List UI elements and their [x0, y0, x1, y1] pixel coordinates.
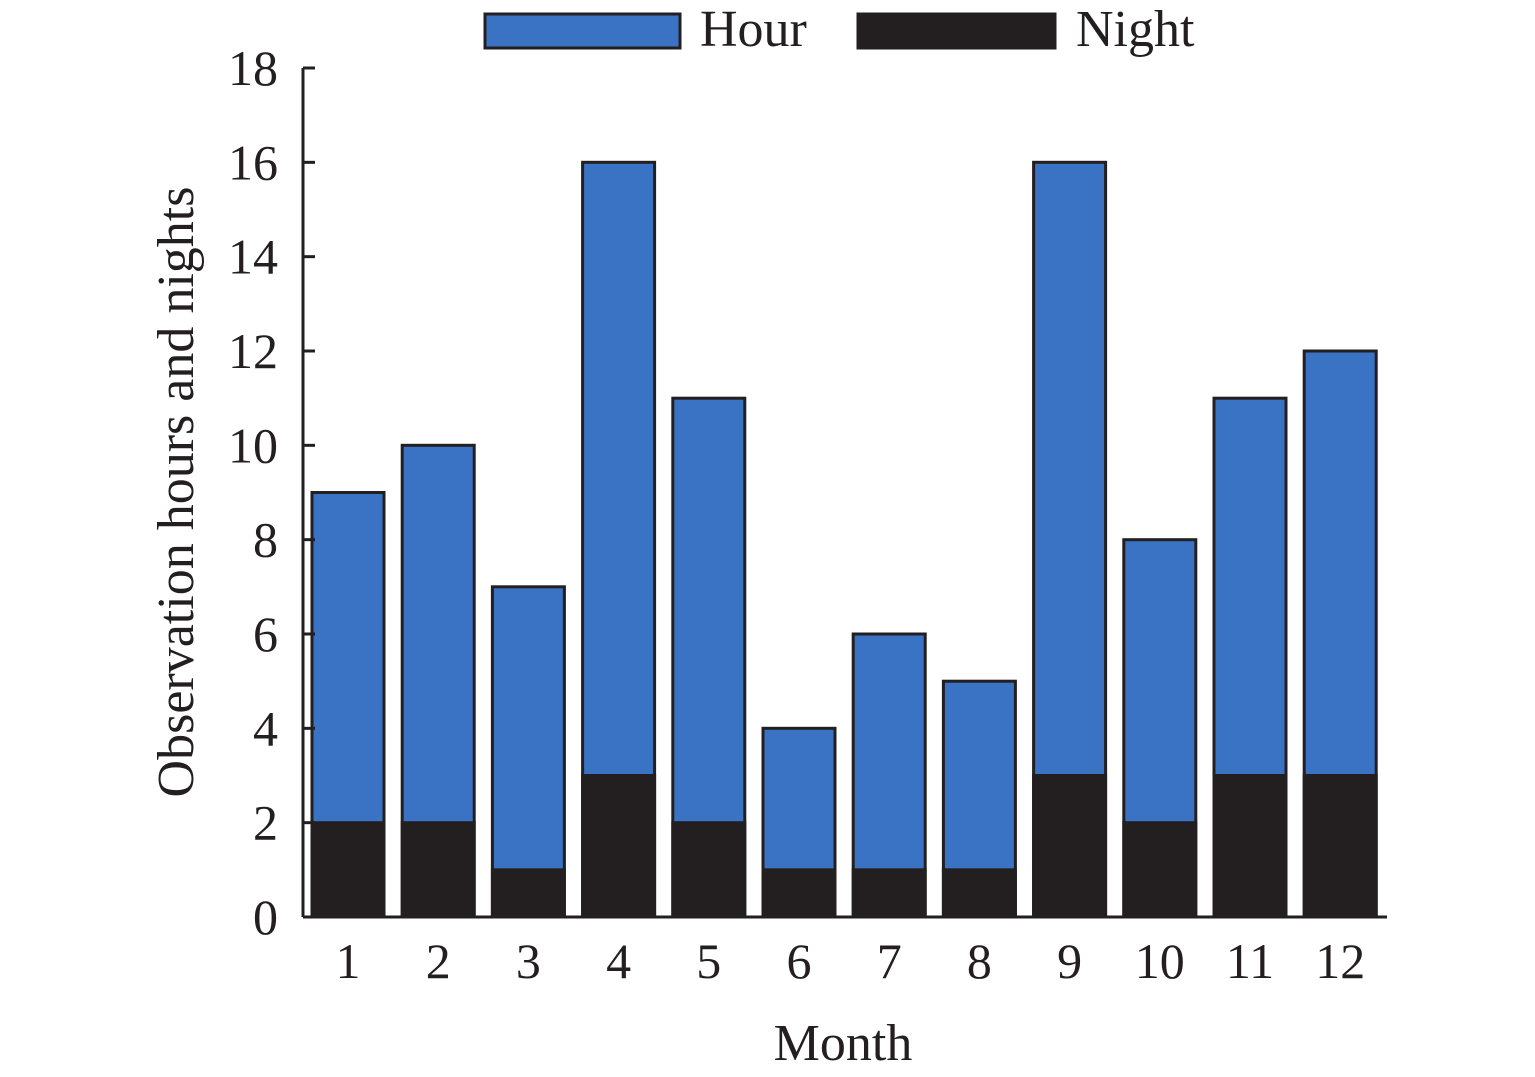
y-axis-title: Observation hours and nights: [148, 187, 205, 798]
bar-night-1: [310, 821, 386, 919]
y-tick-label-16: 16: [228, 134, 278, 190]
x-tick-label-12: 12: [1315, 933, 1365, 989]
x-ticks: 1 2 3 4 5 6 7 8 9 10 11 12: [336, 933, 1366, 989]
bar-night-10: [1122, 821, 1198, 919]
x-axis-title: Month: [774, 1015, 913, 1072]
y-tick-label-8: 8: [253, 512, 278, 568]
y-tick-label-12: 12: [228, 323, 278, 379]
x-tick-label-5: 5: [696, 933, 721, 989]
bar-hour-3: [490, 585, 566, 919]
x-tick-label-9: 9: [1057, 933, 1082, 989]
x-tick-label-4: 4: [606, 933, 631, 989]
x-tick-label-2: 2: [426, 933, 451, 989]
bar-night-5: [671, 821, 747, 919]
y-tick-label-18: 18: [228, 40, 278, 96]
y-tick-label-2: 2: [253, 795, 278, 851]
x-tick-label-6: 6: [787, 933, 812, 989]
y-tick-label-0: 0: [253, 889, 278, 945]
x-tick-label-10: 10: [1135, 933, 1185, 989]
bar-night-9: [1032, 774, 1108, 919]
bar-night-3: [490, 868, 566, 919]
y-ticks: 0 2 4 6 8 10 12 14 16 18: [228, 40, 315, 945]
legend: Hour Night: [483, 1, 1195, 58]
bar-night-7: [851, 868, 927, 919]
y-tick-label-14: 14: [228, 229, 278, 285]
axes-layer: [301, 68, 1387, 919]
y-tick-label-10: 10: [228, 417, 278, 473]
x-tick-label-11: 11: [1226, 933, 1274, 989]
y-tick-label-6: 6: [253, 606, 278, 662]
bar-night-8: [941, 868, 1017, 919]
x-tick-label-3: 3: [516, 933, 541, 989]
legend-label-night: Night: [1076, 1, 1195, 58]
legend-swatch-night: [856, 12, 1057, 50]
y-tick-label-4: 4: [253, 700, 278, 756]
bar-night-6: [761, 868, 837, 919]
bar-night-2: [400, 821, 476, 919]
bar-night-4: [581, 774, 657, 919]
x-tick-label-1: 1: [336, 933, 361, 989]
x-tick-label-8: 8: [967, 933, 992, 989]
x-tick-label-7: 7: [877, 933, 902, 989]
legend-label-hour: Hour: [700, 1, 807, 58]
bar-night-12: [1302, 774, 1378, 919]
bar-night-11: [1212, 774, 1288, 919]
legend-swatch-hour: [483, 12, 682, 50]
bars-layer: [310, 160, 1378, 919]
